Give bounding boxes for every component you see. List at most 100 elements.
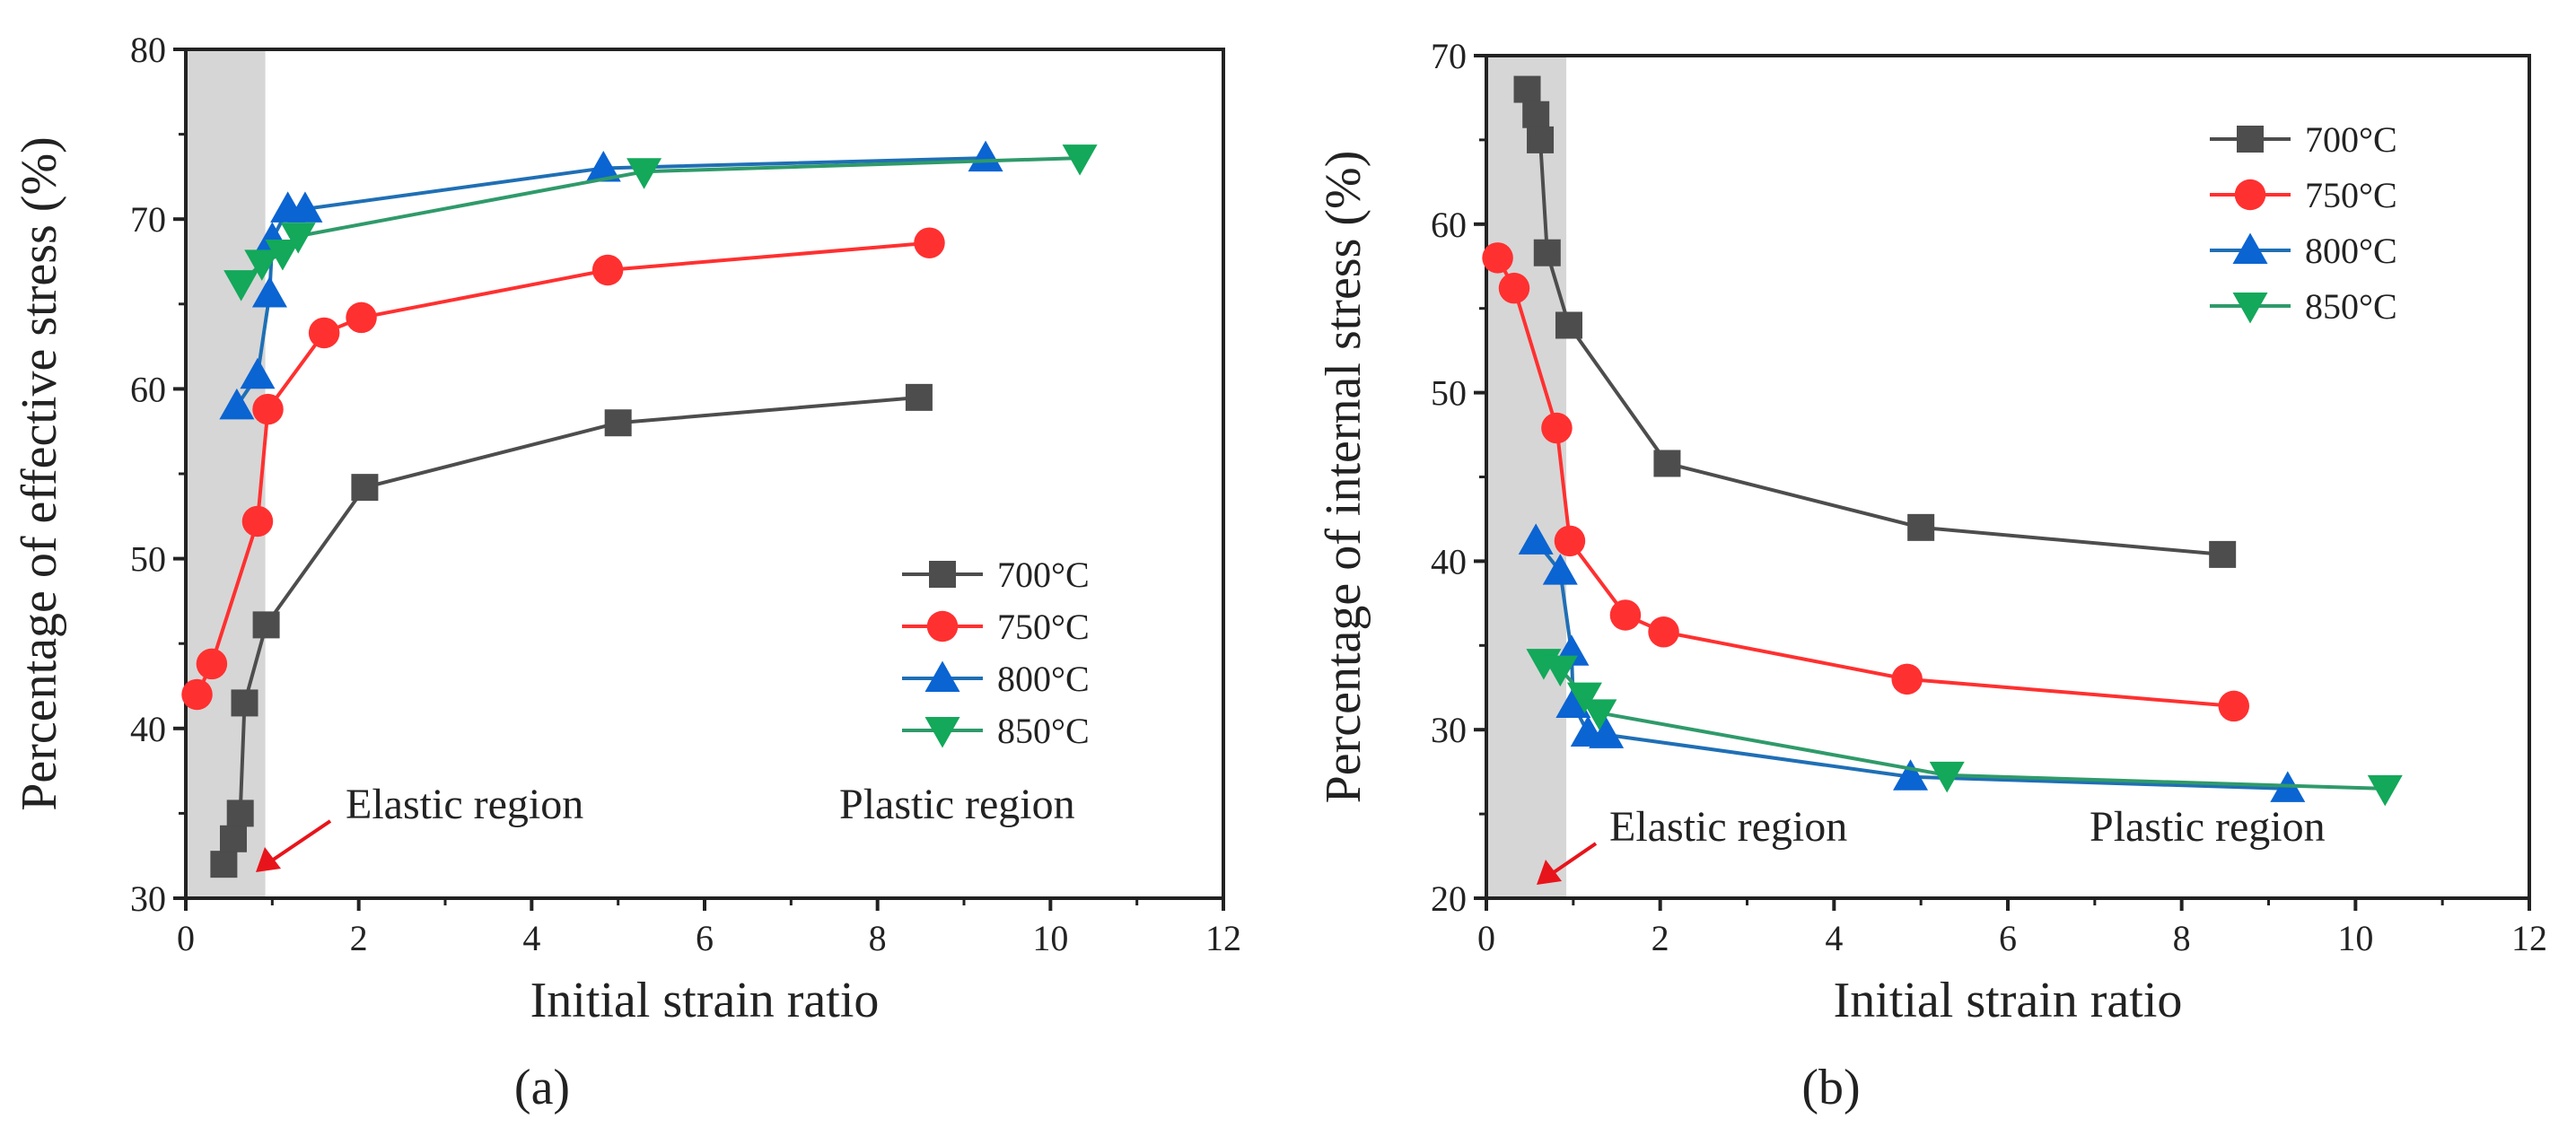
legend-label-750: 750°C [2305,175,2397,215]
plot-frame [184,48,1225,900]
legend-marker-850 [924,717,960,748]
legend-marker-800 [924,660,960,692]
x-tick-label: 8 [869,918,887,958]
y-tick-label: 30 [1431,710,1467,750]
data-point-700 [351,474,379,502]
panel-caption: (b) [1801,1060,1860,1115]
arrow-head-icon [256,847,281,872]
data-point-750 [1609,599,1642,631]
data-point-700 [1907,513,1935,541]
y-tick-label: 50 [1431,373,1467,414]
data-point-850 [1542,655,1578,687]
data-point-750 [346,301,377,334]
x-tick-label: 2 [1652,918,1669,958]
legend-marker-850 [2232,293,2268,324]
legend-marker-750 [926,610,959,642]
series-line-750 [195,240,930,695]
data-point-700 [905,383,933,411]
elastic-region-shade [186,49,266,898]
legend-label-700: 700°C [997,555,1090,595]
series-line-700 [1525,88,2223,556]
data-point-800 [968,140,1003,172]
series-850 [223,144,1098,301]
y-axis-label: Percentage of effective stress (%) [12,136,67,811]
data-point-700 [1522,100,1550,128]
data-point-700 [1653,450,1681,477]
data-point-750 [308,317,340,349]
plastic-region-label: Plastic region [2090,803,2326,851]
y-tick-label: 30 [130,878,166,919]
legend-marker-750 [2234,179,2266,211]
y-axis-label: Percentage of internal stress (%) [1316,151,1371,804]
data-point-750 [1482,242,1513,274]
data-point-800 [251,275,287,308]
data-point-850 [244,249,280,281]
x-tick-label: 12 [1205,918,1241,958]
legend-label-800: 800°C [997,659,1090,699]
data-point-700 [219,825,247,852]
data-point-700 [1527,126,1555,153]
x-tick-label: 12 [2511,918,2547,958]
legend-label-850: 850°C [2305,286,2397,327]
elastic-region-label: Elastic region [346,781,583,828]
y-tick-label: 80 [130,30,166,70]
chart-b: 0 2 4 6 8 10 12 20 30 40 50 60 70 Initial strain rati… [1316,36,2547,1115]
data-point-750 [2218,690,2250,722]
series-line-800 [1534,539,2288,791]
arrow-line [1546,842,1598,878]
legend-label-800: 800°C [2305,231,2397,271]
data-point-700 [1555,311,1582,339]
x-tick-label: 10 [2337,918,2373,958]
y-tick-label: 60 [130,369,166,409]
y-tick-label: 20 [1431,878,1467,919]
data-point-850 [280,223,316,254]
data-point-850 [265,240,301,271]
data-point-700 [604,409,632,437]
data-point-750 [1891,663,1923,695]
series-line-750 [1495,257,2234,708]
data-point-850 [1566,682,1602,714]
legend-label-750: 750°C [997,607,1090,647]
data-point-800 [1893,759,1929,791]
x-tick-label: 8 [2173,918,2191,958]
data-point-800 [1589,717,1625,748]
legend-label-850: 850°C [997,711,1090,751]
data-point-700 [226,800,254,827]
data-point-800 [1542,554,1578,585]
data-point-700 [1513,75,1541,103]
arrow-line [265,819,332,866]
data-point-700 [210,851,238,878]
y-tick-label: 50 [130,539,166,580]
data-point-850 [1582,699,1617,730]
data-point-700 [1533,239,1561,267]
data-point-750 [1554,525,1586,557]
series-700 [1513,75,2237,568]
y-tick-label: 60 [1431,205,1467,245]
x-tick-label: 6 [696,918,714,958]
data-point-700 [252,611,280,639]
x-tick-label: 6 [1999,918,2017,958]
y-tick-label: 40 [1431,541,1467,581]
y-tick-label: 70 [130,199,166,240]
legend-marker-700 [929,561,956,588]
data-point-750 [196,648,228,680]
chart-a: 0 2 4 6 8 10 12 30 40 50 60 70 80 Initial strain rati… [12,30,1241,1115]
data-point-750 [252,393,284,425]
data-point-750 [1648,616,1679,648]
data-point-800 [240,357,276,389]
y-tick-label: 40 [130,709,166,749]
data-point-750 [1541,412,1573,444]
series-800 [219,140,1003,420]
x-tick-label: 4 [522,918,540,958]
legend-marker-800 [2232,232,2268,264]
arrow-head-icon [1537,860,1562,885]
data-point-850 [1929,761,1965,793]
data-point-750 [1498,272,1530,304]
panel-caption: (a) [514,1060,570,1115]
series-750 [181,227,945,711]
data-point-850 [2367,774,2403,807]
data-point-700 [231,689,258,717]
x-tick-label: 4 [1825,918,1843,958]
data-point-700 [2209,540,2237,568]
